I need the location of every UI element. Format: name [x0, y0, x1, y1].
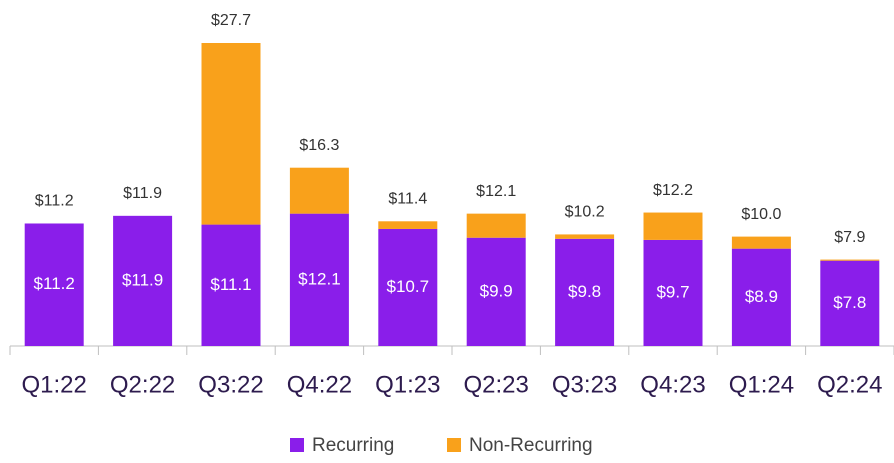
- bar-value-label: $12.1: [298, 269, 341, 288]
- bar-segment: [201, 224, 261, 346]
- bar-value-label: $9.7: [656, 282, 689, 301]
- bar-segment: [289, 213, 349, 346]
- legend-swatch: [447, 438, 461, 452]
- legend-label: Non-Recurring: [469, 435, 593, 456]
- bar-value-label: $11.9: [122, 270, 163, 289]
- x-tick-label: Q3:22: [198, 371, 263, 398]
- total-label: $27.7: [211, 12, 251, 29]
- total-label: $7.9: [834, 229, 865, 246]
- bar-segment: [466, 237, 526, 346]
- bar-value-label: $7.8: [833, 293, 866, 312]
- bar-segment: [555, 234, 615, 239]
- total-label: $12.1: [476, 183, 516, 200]
- bar-segment: [820, 259, 880, 261]
- bar-segment: [820, 260, 880, 346]
- bar-segment: [643, 212, 703, 240]
- x-tick-label: Q4:22: [287, 371, 352, 398]
- total-label: $10.0: [741, 206, 781, 223]
- total-label: $16.3: [299, 137, 339, 154]
- x-tick-label: Q1:24: [729, 371, 794, 398]
- bar-segment: [378, 221, 438, 229]
- bar-segment: [378, 228, 438, 346]
- bar-value-label: $10.7: [387, 277, 430, 296]
- x-tick-label: Q2:23: [464, 371, 529, 398]
- bar-segment: [289, 167, 349, 214]
- bar-value-label: $9.8: [568, 282, 601, 301]
- bar-value-label: $11.2: [34, 274, 75, 293]
- bar-segment: [466, 213, 526, 238]
- x-tick-label: Q4:23: [640, 371, 705, 398]
- total-label: $10.2: [565, 204, 605, 221]
- bar-value-label: $8.9: [745, 287, 778, 306]
- bar-segment: [113, 215, 173, 346]
- total-label: $11.9: [123, 185, 162, 202]
- x-tick-label: Q2:24: [817, 371, 882, 398]
- total-label: $12.2: [653, 182, 693, 199]
- bar-segment: [643, 239, 703, 346]
- x-tick-label: Q3:23: [552, 371, 617, 398]
- legend-label: Recurring: [312, 435, 394, 456]
- bar-segment: [731, 236, 791, 249]
- x-tick-label: Q2:22: [110, 371, 175, 398]
- bar-segment: [201, 43, 261, 225]
- legend-swatch: [290, 438, 304, 452]
- bar-value-label: $11.1: [210, 275, 251, 294]
- bar-value-label: $9.9: [480, 281, 513, 300]
- x-tick-label: Q1:22: [22, 371, 87, 398]
- bar-segment: [24, 223, 84, 346]
- bar-segment: [555, 238, 615, 346]
- bar-segment: [731, 248, 791, 346]
- total-label: $11.4: [388, 191, 427, 208]
- total-label: $11.2: [35, 193, 74, 210]
- x-tick-label: Q1:23: [375, 371, 440, 398]
